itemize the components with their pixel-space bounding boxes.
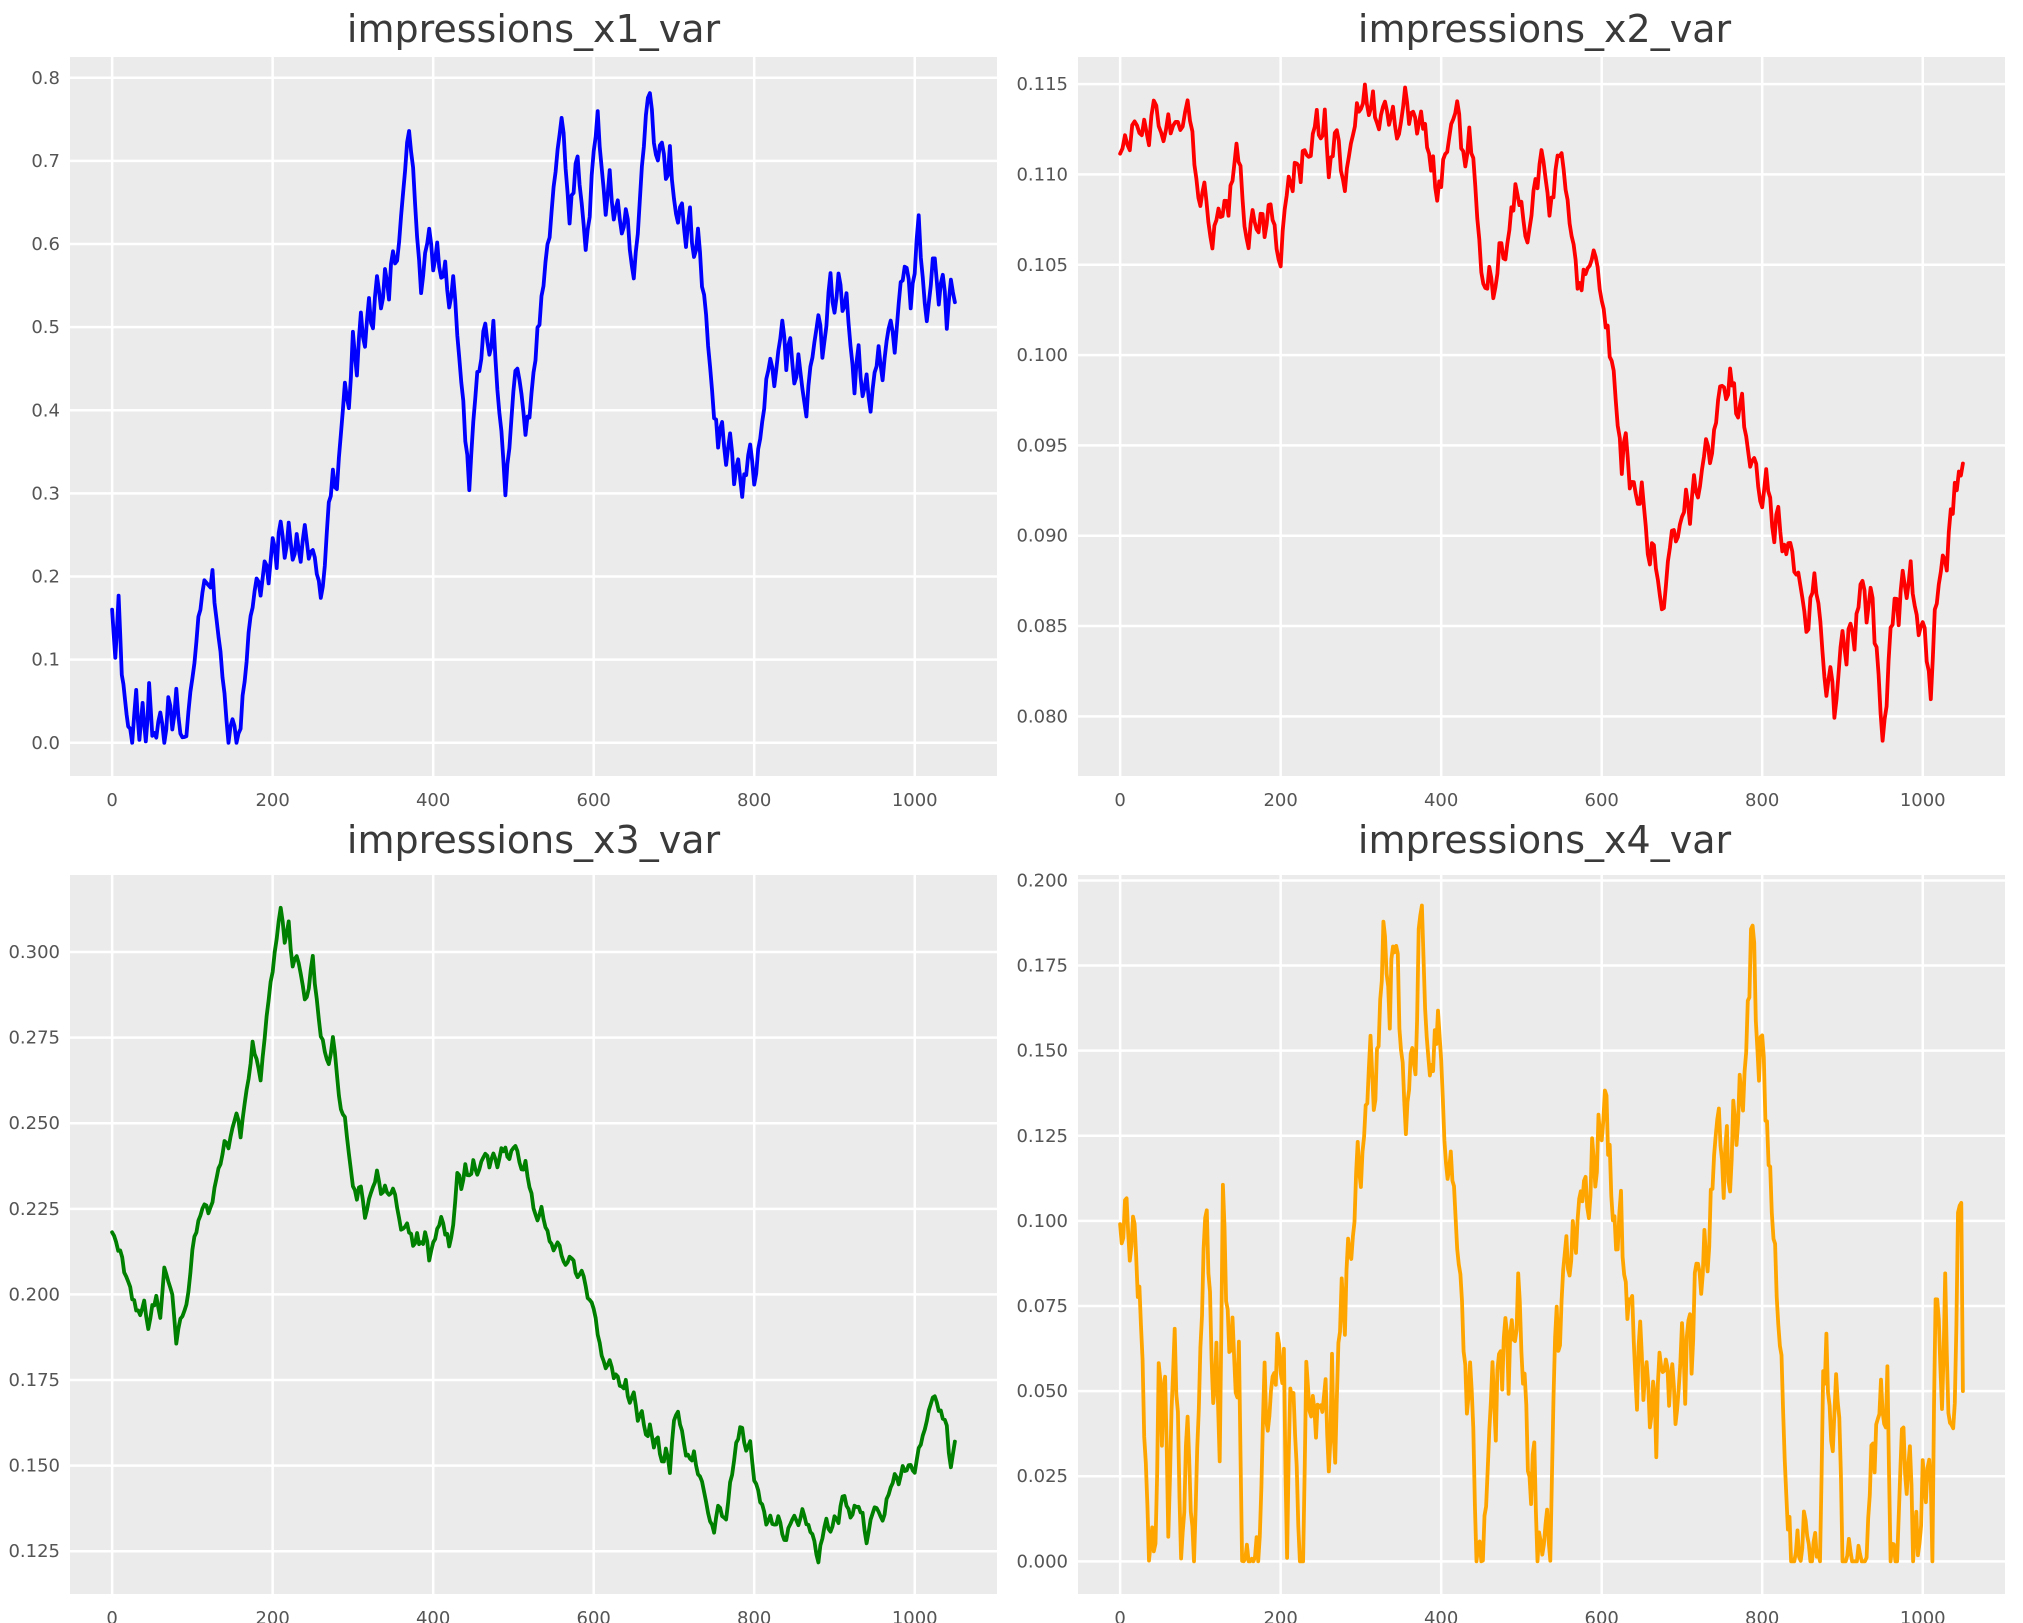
svg-text:0: 0 [106, 790, 117, 811]
svg-text:200: 200 [255, 790, 289, 811]
chart-canvas-x3: 0 200 400 600 800 1000 0.125 0.150 0.175 0.200 0.2… [8, 875, 997, 1623]
svg-text:0.200: 0.200 [8, 1284, 60, 1305]
svg-text:0.125: 0.125 [1016, 1126, 1068, 1147]
svg-text:0.7: 0.7 [31, 151, 60, 172]
svg-text:0.200: 0.200 [1016, 870, 1068, 891]
svg-text:400: 400 [416, 790, 450, 811]
svg-text:1000: 1000 [1900, 790, 1946, 811]
chart-title-x1: impressions_x1_var [346, 7, 721, 51]
svg-text:0: 0 [1114, 1608, 1125, 1623]
svg-text:0.175: 0.175 [8, 1370, 60, 1391]
chart-title-x2: impressions_x2_var [1357, 7, 1732, 51]
svg-text:1000: 1000 [892, 790, 938, 811]
svg-text:1000: 1000 [1900, 1608, 1946, 1623]
svg-text:0.225: 0.225 [8, 1199, 60, 1220]
svg-text:0.5: 0.5 [31, 317, 60, 338]
svg-text:600: 600 [577, 1608, 611, 1623]
svg-text:800: 800 [737, 1608, 771, 1623]
svg-text:0.090: 0.090 [1016, 526, 1068, 547]
svg-text:400: 400 [1424, 1608, 1458, 1623]
svg-text:0.115: 0.115 [1016, 74, 1068, 95]
svg-text:0.1: 0.1 [31, 650, 60, 671]
svg-text:0: 0 [1114, 790, 1125, 811]
svg-text:0.300: 0.300 [8, 942, 60, 963]
svg-text:0.025: 0.025 [1016, 1466, 1068, 1487]
svg-text:0.125: 0.125 [8, 1541, 60, 1562]
svg-text:200: 200 [255, 1608, 289, 1623]
svg-text:600: 600 [577, 790, 611, 811]
svg-text:0.050: 0.050 [1016, 1381, 1068, 1402]
svg-text:0.100: 0.100 [1016, 1211, 1068, 1232]
svg-text:0.250: 0.250 [8, 1113, 60, 1134]
chart-panel-x3: impressions_x3_var 0 200 400 600 800 1000 0.12… [0, 811, 1011, 1623]
svg-text:0.2: 0.2 [31, 567, 60, 588]
chart-canvas-x2: 0 200 400 600 800 1000 0.080 0.085 0.090 0.095 0.1… [1016, 57, 2005, 811]
chart-panel-x1: impressions_x1_var 0 200 400 600 800 1000 0.0 0… [0, 0, 1011, 811]
svg-text:0.275: 0.275 [8, 1028, 60, 1049]
svg-text:0.4: 0.4 [31, 400, 60, 421]
svg-text:200: 200 [1263, 1608, 1297, 1623]
svg-text:800: 800 [1745, 1608, 1779, 1623]
svg-text:400: 400 [416, 1608, 450, 1623]
chart-panel-x4: impressions_x4_var 0 200 400 600 800 1000 0.00… [1011, 811, 2023, 1623]
svg-text:0.100: 0.100 [1016, 345, 1068, 366]
svg-text:0.085: 0.085 [1016, 616, 1068, 637]
chart-panel-x2: impressions_x2_var 0 200 400 600 800 1000 0.08… [1011, 0, 2023, 811]
chart-canvas-x1: 0 200 400 600 800 1000 0.0 0.1 0.2 0.3 0.4 0.5 0.6 0.… [31, 57, 997, 811]
svg-text:600: 600 [1585, 1608, 1619, 1623]
chart-title-x3: impressions_x3_var [346, 818, 721, 862]
chart-canvas-x4: 0 200 400 600 800 1000 0.000 0.025 0.050 0.075 0.1… [1016, 870, 2005, 1623]
chart-title-x4: impressions_x4_var [1357, 818, 1732, 862]
svg-text:0.095: 0.095 [1016, 435, 1068, 456]
svg-text:0.150: 0.150 [8, 1456, 60, 1477]
svg-text:0.8: 0.8 [31, 68, 60, 89]
svg-text:600: 600 [1585, 790, 1619, 811]
svg-text:0.150: 0.150 [1016, 1041, 1068, 1062]
svg-text:0.105: 0.105 [1016, 255, 1068, 276]
svg-text:0.3: 0.3 [31, 483, 60, 504]
svg-text:0.000: 0.000 [1016, 1551, 1068, 1572]
svg-text:0.175: 0.175 [1016, 956, 1068, 977]
svg-text:0.6: 0.6 [31, 234, 60, 255]
svg-text:0.0: 0.0 [31, 733, 60, 754]
svg-text:0.075: 0.075 [1016, 1296, 1068, 1317]
svg-text:0: 0 [106, 1608, 117, 1623]
svg-text:400: 400 [1424, 790, 1458, 811]
svg-text:0.080: 0.080 [1016, 706, 1068, 727]
svg-text:800: 800 [1745, 790, 1779, 811]
svg-text:1000: 1000 [892, 1608, 938, 1623]
svg-text:0.110: 0.110 [1016, 164, 1068, 185]
svg-text:800: 800 [737, 790, 771, 811]
svg-text:200: 200 [1263, 790, 1297, 811]
